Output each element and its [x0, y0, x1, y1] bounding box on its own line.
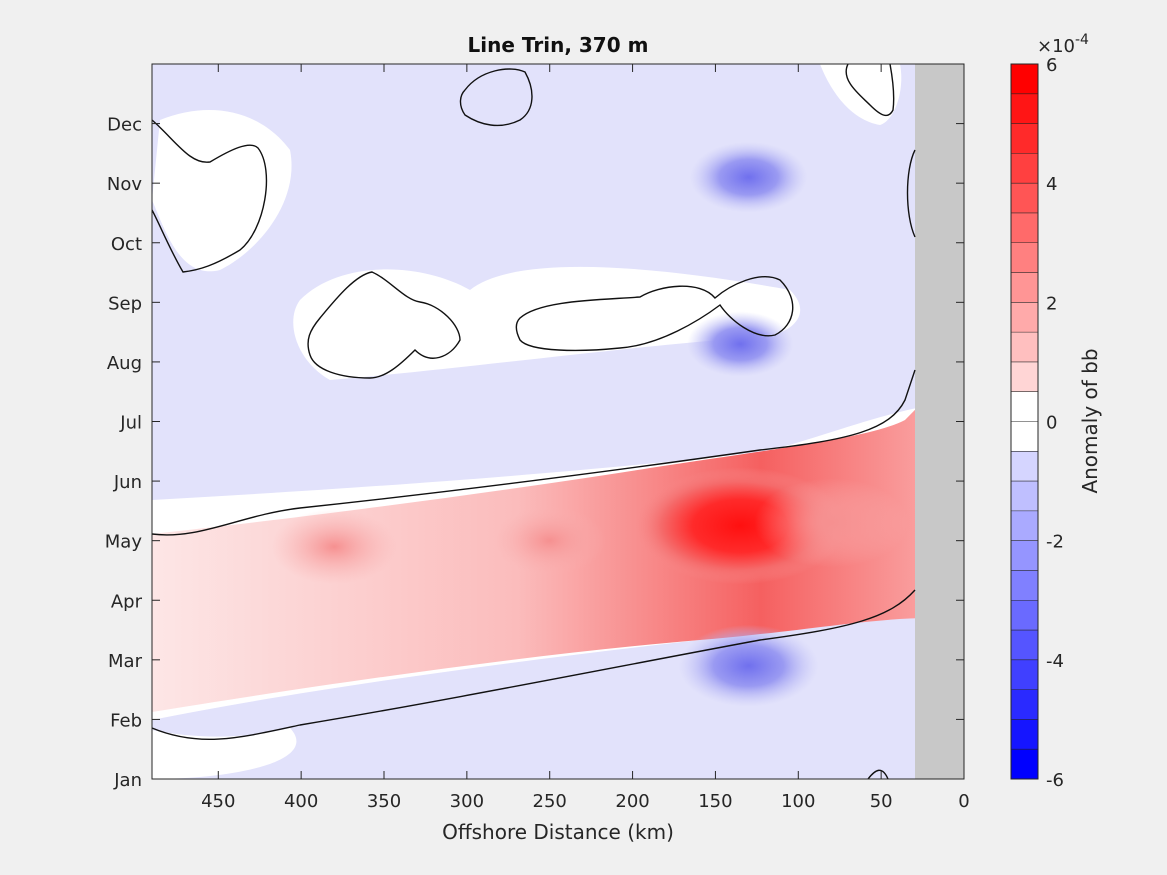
zero-contour-middle-left — [307, 271, 461, 379]
colorbar-band — [1011, 93, 1038, 125]
zero-contour-bottomright — [867, 769, 889, 779]
y-tick-label: Feb — [110, 710, 142, 731]
colorbar-band — [1011, 659, 1038, 691]
colorbar-band — [1011, 361, 1038, 393]
colorbar-band — [1011, 302, 1038, 333]
zero-contours — [152, 64, 916, 779]
zero-contour-middle-right — [515, 276, 794, 352]
x-tick-label: 400 — [284, 791, 318, 812]
zero-region-upper — [152, 110, 292, 272]
zero-region-lower — [152, 728, 297, 779]
colorbar-band — [1011, 421, 1038, 452]
x-tick-label: 150 — [698, 791, 732, 812]
colorbar-tick-label: 4 — [1046, 174, 1057, 195]
colorbar-band — [1011, 510, 1038, 542]
y-tick-label: Oct — [111, 234, 142, 255]
zero-contour-rightedge — [906, 149, 916, 238]
colorbar-band — [1011, 570, 1038, 601]
positive-anomaly-feature — [754, 478, 909, 568]
colorbar-band — [1011, 332, 1038, 363]
colorbar-exponent: ×10-4 — [1037, 32, 1089, 57]
zero-region-topright — [820, 64, 902, 125]
colorbar-tick-label: 6 — [1046, 55, 1057, 76]
x-tick-label: 300 — [450, 791, 484, 812]
y-tick-label: Jul — [119, 413, 142, 434]
x-tick-label: 0 — [958, 791, 969, 812]
colorbar-band — [1011, 242, 1038, 274]
x-tick-label: 200 — [615, 791, 649, 812]
colorbar-band — [1011, 391, 1038, 422]
colorbar-band — [1011, 183, 1038, 214]
positive-anomaly-feature — [493, 506, 606, 575]
x-tick-label: 50 — [870, 791, 893, 812]
y-tick-label: Mar — [108, 651, 143, 672]
colorbar-tick-label: 0 — [1046, 413, 1057, 434]
zero-contour-top — [152, 369, 916, 536]
x-axis-label: Offshore Distance (km) — [442, 820, 674, 844]
colorbar-band — [1011, 749, 1038, 780]
y-tick-label: Sep — [108, 293, 142, 314]
zero-contour-topright — [845, 64, 895, 117]
x-tick-label: 350 — [367, 791, 401, 812]
negative-anomaly-feature — [678, 624, 819, 707]
colorbar-band — [1011, 451, 1038, 482]
x-tick-label: 250 — [533, 791, 567, 812]
colorbar-tick-label: 2 — [1046, 293, 1057, 314]
colorbar-band — [1011, 689, 1038, 720]
colorbar-tick-label: -4 — [1046, 651, 1064, 672]
y-tick-label: Apr — [111, 591, 143, 612]
colorbar-band — [1011, 600, 1038, 631]
no-data-region — [915, 64, 964, 779]
y-axis-ticks: Jan Feb Mar Apr May Jun Jul Aug Sep Oct Nov Dec — [105, 115, 964, 791]
y-tick-label: Aug — [107, 353, 142, 374]
negative-anomaly-feature — [687, 311, 794, 377]
x-axis-ticks: 450 400 350 300 250 200 150 100 50 0 — [201, 64, 970, 812]
colorbar-band — [1011, 272, 1038, 303]
colorbar-band — [1011, 719, 1038, 750]
colorbar-band — [1011, 212, 1038, 244]
colorbar-band — [1011, 153, 1038, 184]
chart-title: Line Trin, 370 m — [468, 33, 649, 57]
colorbar-band — [1011, 540, 1038, 571]
colorbar-band — [1011, 123, 1038, 154]
y-tick-label: Dec — [107, 115, 142, 136]
colorbar-band — [1011, 481, 1038, 512]
y-tick-label: May — [105, 532, 143, 553]
zero-region-middle — [293, 266, 801, 380]
y-tick-label: Nov — [107, 174, 142, 195]
colorbar-ticks: 6 4 2 0 -2 -4 -6 — [1046, 55, 1064, 791]
features-layer — [271, 141, 909, 707]
zero-contour-bottom — [152, 589, 916, 740]
colorbar-band — [1011, 64, 1038, 95]
zero-contour-topcenter — [459, 68, 533, 127]
positive-anomaly-feature — [271, 509, 398, 585]
x-tick-label: 450 — [201, 791, 235, 812]
plot-area — [152, 64, 964, 779]
zero-contour-upperleft — [152, 119, 268, 273]
colorbar — [1010, 63, 1039, 780]
x-tick-label: 100 — [781, 791, 815, 812]
negative-anomaly-feature — [689, 141, 808, 213]
y-tick-label: Jan — [113, 770, 142, 791]
y-tick-label: Jun — [113, 472, 142, 493]
colorbar-tick-label: -6 — [1046, 770, 1064, 791]
colorbar-frame — [1010, 63, 1039, 780]
colorbar-band — [1011, 630, 1038, 661]
colorbar-label: Anomaly of bb — [1078, 348, 1102, 493]
colorbar-tick-label: -2 — [1046, 532, 1064, 553]
